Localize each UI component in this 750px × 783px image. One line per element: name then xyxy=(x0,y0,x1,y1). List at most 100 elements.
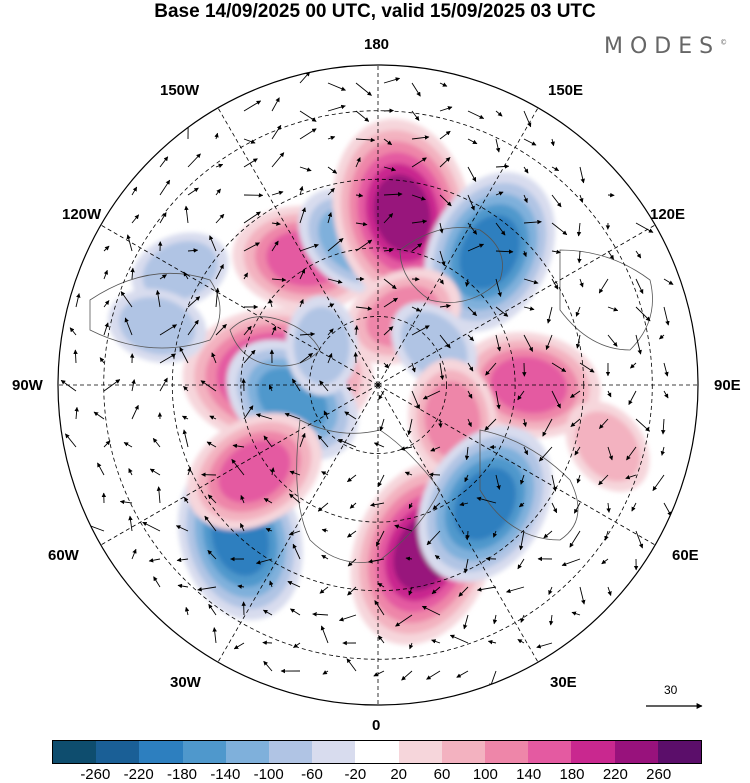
wind-arrow xyxy=(411,390,420,410)
wind-arrow xyxy=(548,614,554,626)
wind-arrow xyxy=(630,362,637,369)
wind-arrow xyxy=(495,390,501,410)
wind-arrow xyxy=(215,264,224,280)
wind-arrow xyxy=(439,157,451,168)
wind-arrow xyxy=(321,471,329,476)
wind-arrow xyxy=(124,317,133,336)
wind-arrow xyxy=(240,523,245,532)
lon-label-0: 0 xyxy=(372,717,381,734)
wind-arrow xyxy=(355,137,376,143)
wind-arrow xyxy=(661,418,666,435)
wind-arrow xyxy=(142,521,161,532)
wind-arrow xyxy=(347,530,357,538)
wind-arrow xyxy=(551,249,561,255)
wind-arrow xyxy=(271,325,277,336)
wind-arrow xyxy=(383,248,394,253)
wind-arrow xyxy=(265,528,273,533)
wind-arrow xyxy=(476,586,497,592)
wind-arrow xyxy=(434,555,441,560)
wind-arrow xyxy=(467,306,477,316)
wind-arrow xyxy=(209,235,217,252)
wind-arrow xyxy=(635,418,650,432)
wind-arrow xyxy=(292,543,301,560)
wind-arrow xyxy=(439,194,452,207)
wind-arrow xyxy=(495,306,509,317)
wind-arrow xyxy=(464,474,469,483)
colorbar-tick-label: -20 xyxy=(344,766,367,783)
colorbar-swatch xyxy=(225,741,270,763)
wind-arrow xyxy=(181,415,189,420)
wind-arrow xyxy=(518,502,525,508)
wind-arrow xyxy=(206,441,217,448)
wind-arrow xyxy=(377,474,385,487)
wind-arrow xyxy=(271,190,284,196)
wind-arrow xyxy=(411,306,421,312)
wind-arrow xyxy=(93,411,105,420)
wind-arrow xyxy=(103,269,108,280)
wind-arrow xyxy=(570,418,581,427)
wind-arrow xyxy=(579,362,595,373)
colorbar-swatch xyxy=(96,741,140,763)
wind-arrow xyxy=(368,558,385,564)
wind-arrow xyxy=(411,135,430,140)
wind-arrow xyxy=(243,349,256,364)
wind-arrow xyxy=(573,502,581,514)
wind-arrow xyxy=(131,379,136,392)
wind-arrow xyxy=(208,603,217,616)
wind-arrow xyxy=(439,130,451,140)
wind-arrow xyxy=(467,390,473,399)
wind-arrow xyxy=(263,435,273,448)
wind-arrow xyxy=(411,110,420,121)
wind-arrow xyxy=(631,502,637,512)
colorbar-tick-label: -60 xyxy=(301,766,323,783)
wind-arrow xyxy=(284,412,301,420)
wind-arrow xyxy=(599,418,609,429)
wind-arrow xyxy=(663,278,674,285)
wind-arrow xyxy=(327,238,344,252)
wind-arrow xyxy=(131,404,139,420)
anomaly-contour xyxy=(218,440,291,503)
wind-arrow xyxy=(395,614,413,627)
wind-arrow xyxy=(523,194,528,203)
wind-arrow xyxy=(197,586,217,592)
wind-arrow xyxy=(370,502,385,507)
wind-arrow xyxy=(299,243,319,252)
wind-arrow xyxy=(337,438,357,448)
wind-arrow xyxy=(523,110,532,128)
wind-arrow xyxy=(635,250,642,259)
wind-arrow xyxy=(579,278,584,288)
wind-arrow xyxy=(317,435,329,448)
anomaly-contour xyxy=(142,241,218,301)
wind-arrow xyxy=(383,278,397,290)
wind-arrow xyxy=(347,586,357,596)
wind-arrow xyxy=(290,608,301,616)
wind-arrow xyxy=(625,474,637,480)
wind-arrow xyxy=(551,390,561,409)
wind-arrow xyxy=(663,306,670,326)
wind-arrow xyxy=(187,153,201,168)
wind-arrow xyxy=(375,530,385,547)
wind-arrow xyxy=(243,272,249,280)
wind-arrow xyxy=(271,277,287,283)
wind-arrow xyxy=(551,166,560,172)
wind-arrow xyxy=(187,248,199,253)
colorbar-swatch xyxy=(571,741,615,763)
wind-arrow xyxy=(187,319,199,336)
wind-arrow xyxy=(271,152,285,168)
wind-arrow xyxy=(299,110,317,122)
wind-arrow xyxy=(663,502,672,517)
wind-arrow xyxy=(378,390,385,400)
wind-arrow xyxy=(327,187,335,196)
wind-arrow xyxy=(355,306,373,311)
wind-arrow xyxy=(270,467,275,476)
wind-arrow xyxy=(523,166,529,174)
wind-arrow xyxy=(383,138,393,146)
lon-label-90w: 90W xyxy=(12,377,43,394)
wind-arrow xyxy=(299,166,312,172)
brand-mark: © xyxy=(720,38,728,47)
wind-arrow xyxy=(383,166,397,172)
wind-arrow xyxy=(207,550,217,560)
wind-arrow xyxy=(607,306,619,312)
wind-arrow xyxy=(128,468,133,476)
wind-arrow xyxy=(635,530,644,549)
